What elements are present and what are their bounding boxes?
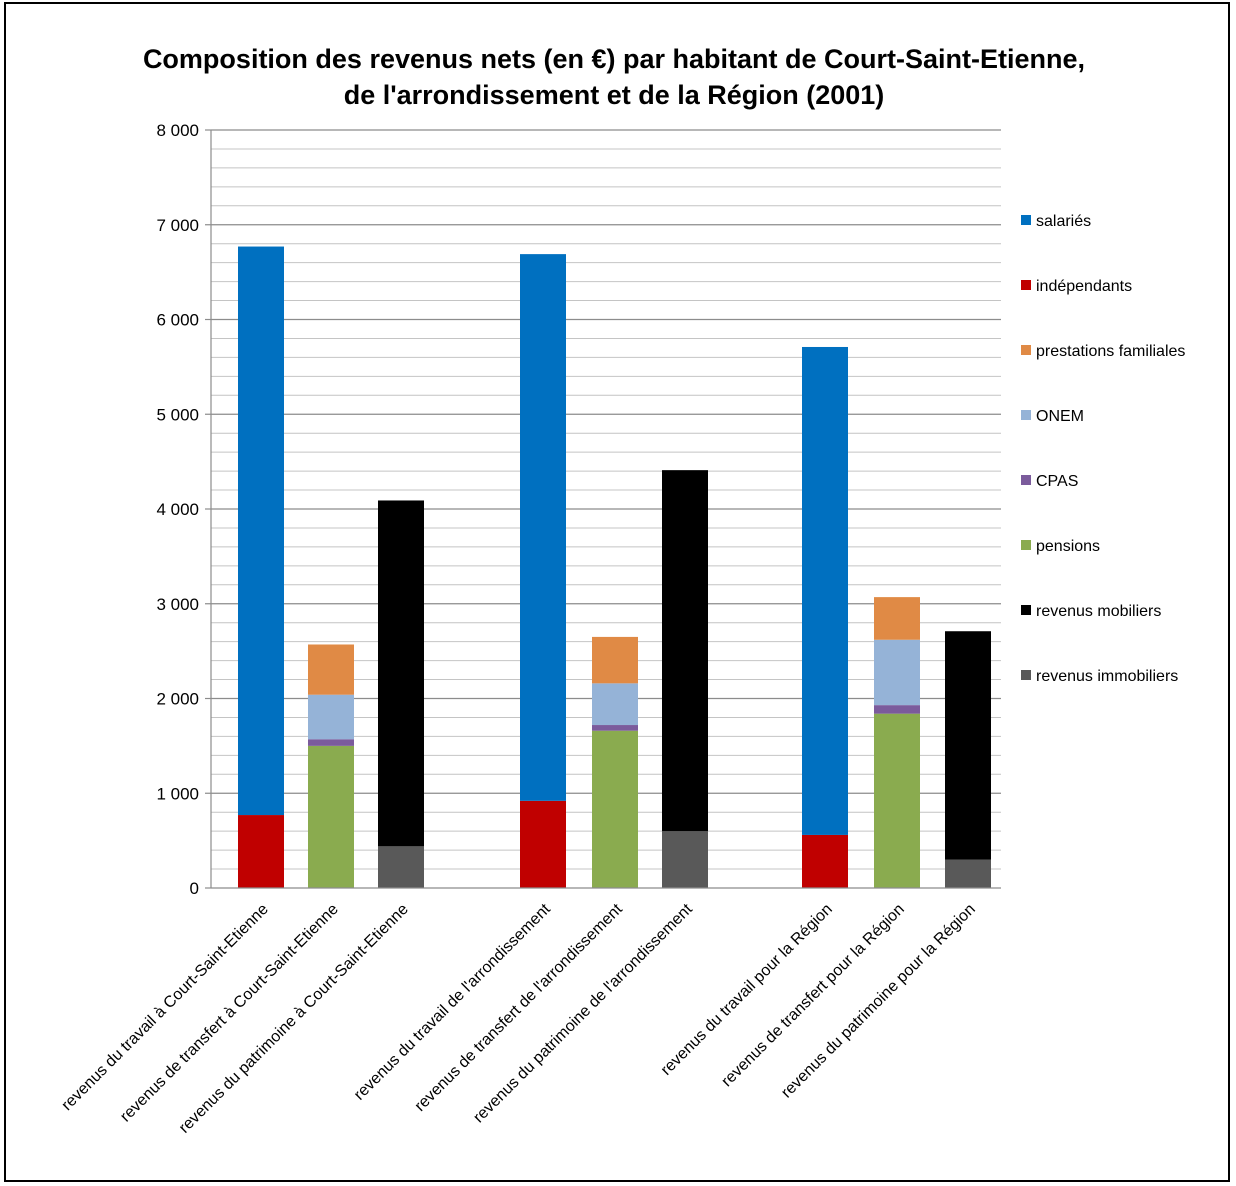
bar-segment-revenus-immobiliers [378,846,424,888]
legend-swatch [1021,475,1031,485]
y-tick-label: 0 [190,879,199,898]
y-tick-label: 8 000 [156,121,199,140]
bar-segment-revenus-immobiliers [662,831,708,888]
bar-segment-ONEM [308,694,354,740]
y-tick-label: 6 000 [156,311,199,330]
legend-swatch [1021,410,1031,420]
legend-label: revenus immobiliers [1036,668,1178,685]
bar-segment-pensions [592,730,638,888]
legend-swatch [1021,540,1031,550]
bar-segment-CPAS [308,739,354,746]
bar-segment-revenus-mobiliers [378,500,424,847]
bar-segment-prestations-familiales [592,636,638,684]
y-tick-label: 1 000 [156,784,199,803]
bar-segment-salariés [238,246,284,816]
legend-label: pensions [1036,538,1100,555]
y-tick-label: 7 000 [156,216,199,235]
chart-title-line-1: Composition des revenus nets (en €) par … [143,44,1085,74]
bar-segment-indépendants [520,800,566,888]
bar-segment-CPAS [874,705,920,714]
legend-swatch [1021,670,1031,680]
bar-segment-pensions [308,745,354,888]
y-tick-label: 2 000 [156,690,199,709]
chart-title-line-2: de l'arrondissement et de la Région (200… [344,80,885,110]
legend-swatch [1021,280,1031,290]
legend-swatch [1021,215,1031,225]
bar-segment-revenus-mobiliers [945,631,991,860]
bar-segment-salariés [520,254,566,801]
bar-segment-prestations-familiales [874,597,920,640]
y-tick-label: 4 000 [156,500,199,519]
legend-label: indépendants [1036,278,1132,295]
bars [238,246,991,888]
chart-title: Composition des revenus nets (en €) par … [143,44,1085,110]
legend: salariés indépendants prestations familial… [1021,213,1185,685]
x-axis-category-labels: revenus du travail à Court-Saint-Etienne… [59,900,979,1136]
bar-segment-ONEM [874,639,920,706]
legend-label: ONEM [1036,408,1084,425]
legend-swatch [1021,345,1031,355]
axes [205,129,1001,889]
chart-frame: Composition des revenus nets (en €) par … [4,2,1230,1182]
bar-segment-revenus-mobiliers [662,470,708,832]
legend-label: salariés [1036,213,1091,230]
legend-label: prestations familiales [1036,343,1185,360]
y-tick-label: 5 000 [156,405,199,424]
bar-segment-salariés [802,346,848,835]
y-tick-label: 3 000 [156,595,199,614]
bar-segment-revenus-immobiliers [945,859,991,888]
bar-segment-indépendants [802,834,848,888]
bar-segment-pensions [874,713,920,888]
stacked-bar-chart: Composition des revenus nets (en €) par … [59,44,1186,1137]
bar-segment-indépendants [238,815,284,888]
bar-segment-ONEM [592,683,638,726]
legend-label: revenus mobiliers [1036,603,1161,620]
legend-label: CPAS [1036,473,1078,490]
bar-segment-CPAS [592,725,638,731]
y-axis-tick-labels: 0 1 000 2 000 3 000 4 000 5 000 6 000 7 000 8 00… [156,121,199,898]
bar-segment-prestations-familiales [308,644,354,695]
legend-swatch [1021,605,1031,615]
